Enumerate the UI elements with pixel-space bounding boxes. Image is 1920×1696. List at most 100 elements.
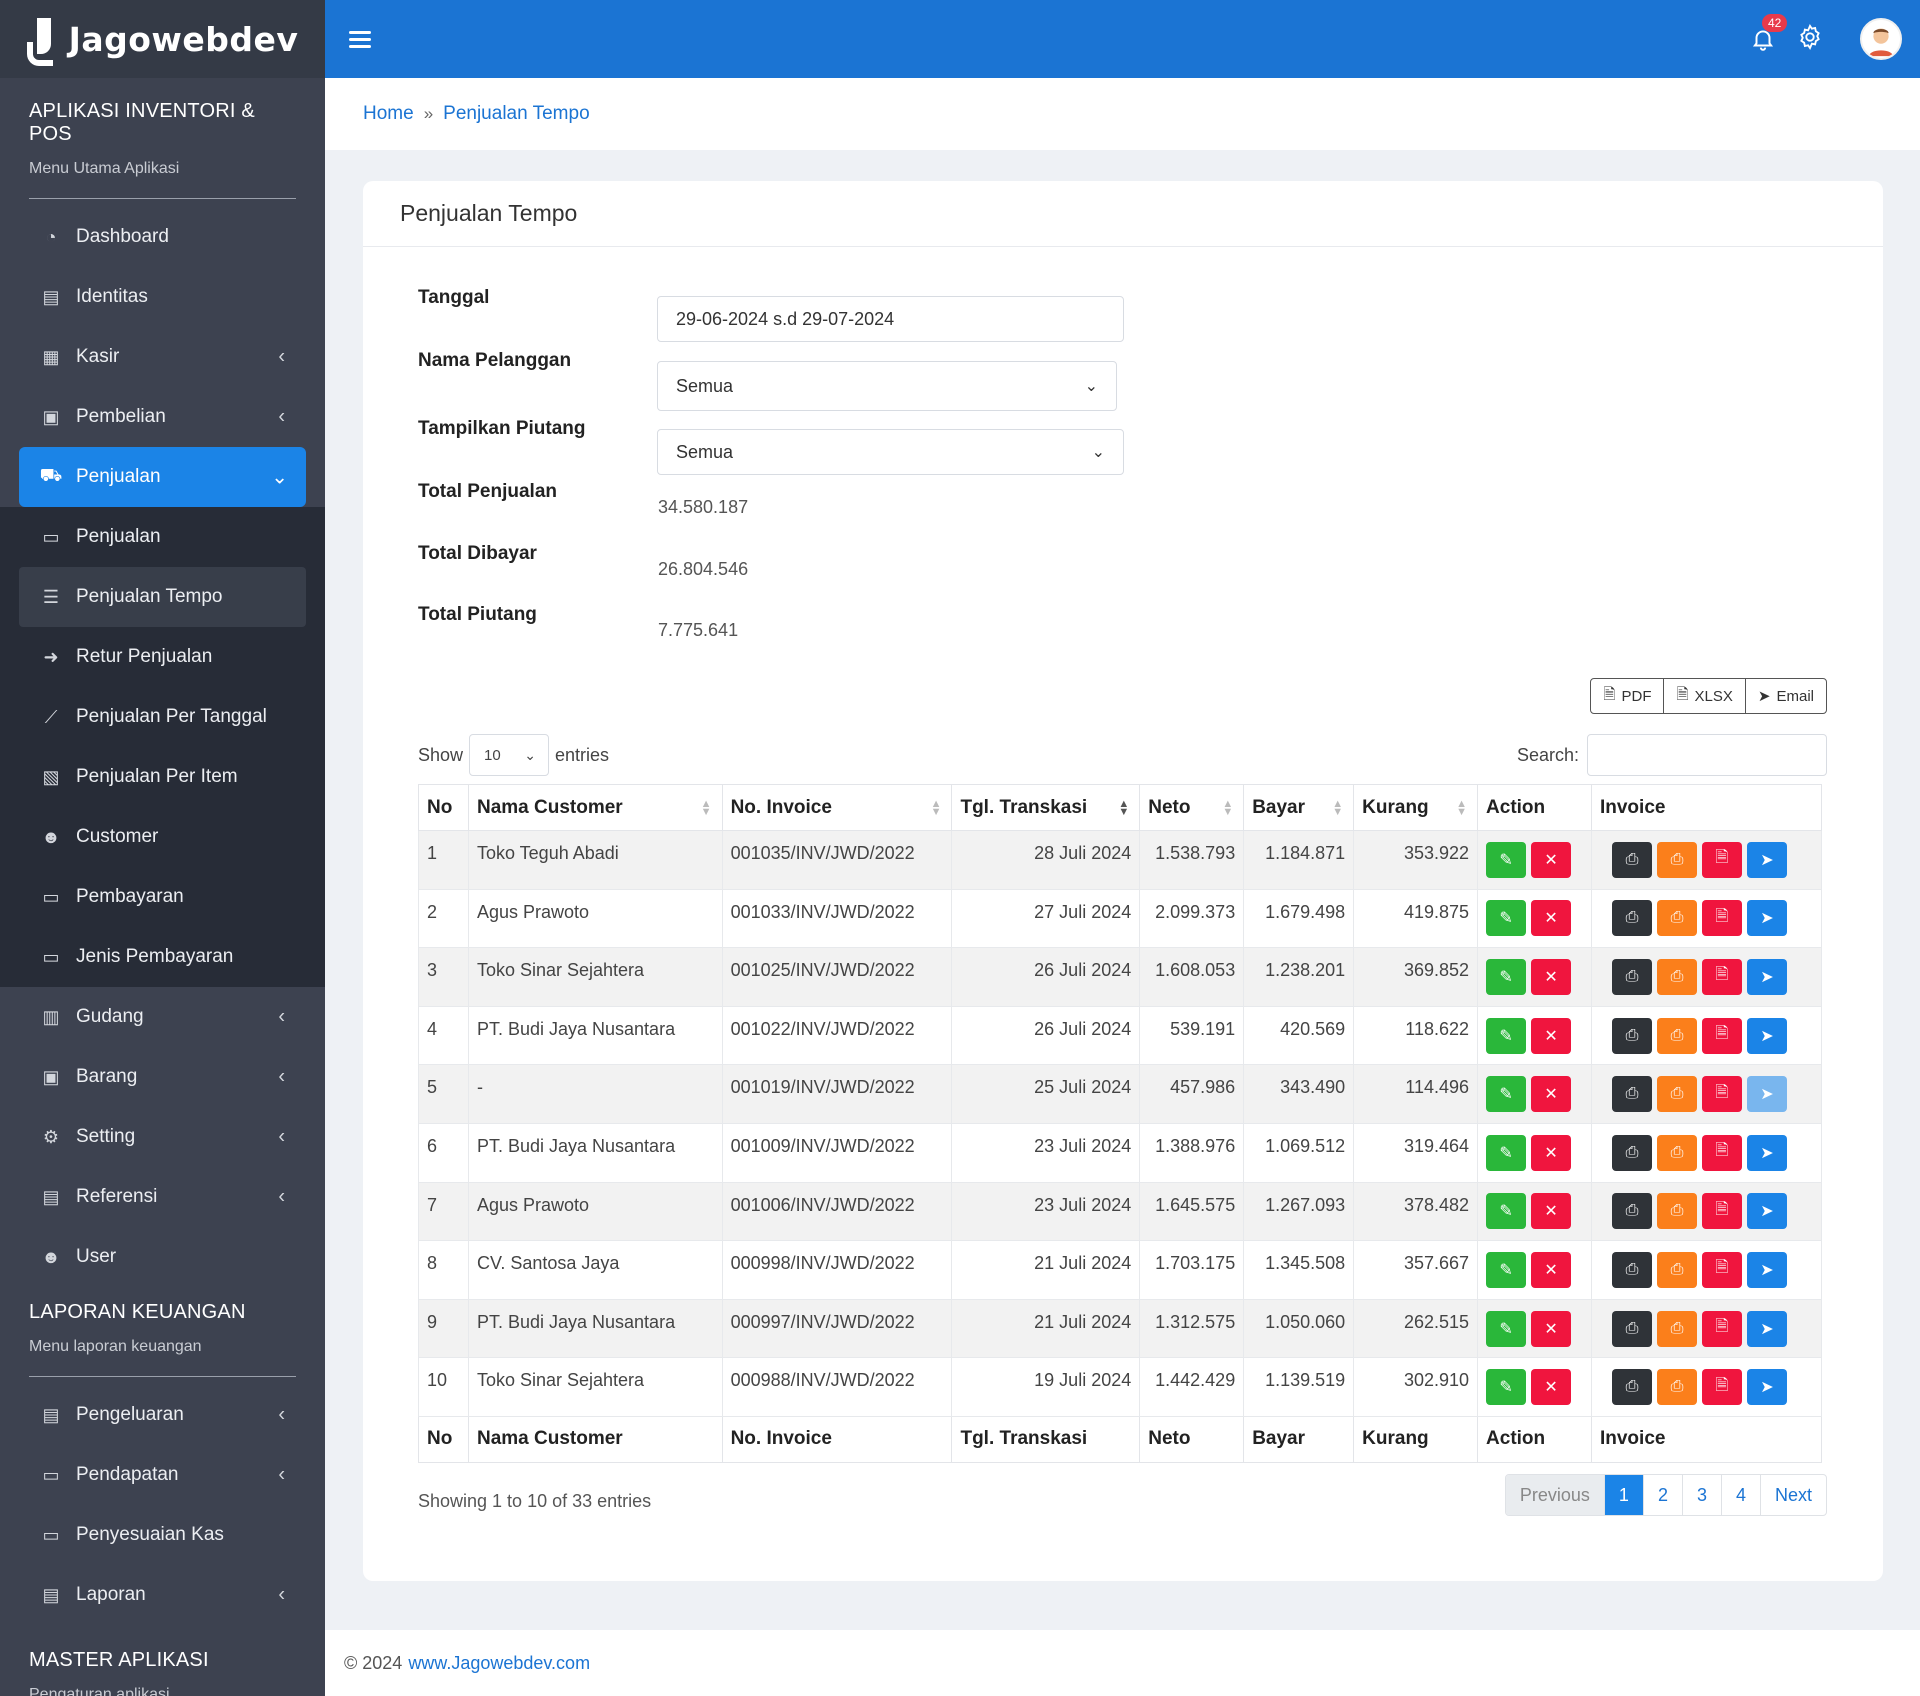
print-nota-button[interactable]: ⎙ [1656,1310,1697,1347]
settings-gear-icon[interactable] [1796,23,1824,56]
pdf-button[interactable]: 🗎 [1701,1369,1742,1406]
receivable-filter-select[interactable]: Semua ⌄ [657,429,1124,475]
send-email-button[interactable]: ➤ [1746,1251,1787,1288]
export-xlsx-button[interactable]: 🗎 XLSX [1664,679,1746,713]
menu-toggle-icon[interactable] [349,27,371,52]
pdf-button[interactable]: 🗎 [1701,1193,1742,1230]
delete-button[interactable]: ✕ [1531,1017,1572,1054]
edit-button[interactable]: ✎ [1486,958,1527,995]
print-button[interactable]: ⎙ [1611,1369,1652,1406]
sidebar-item-setting[interactable]: ⚙ Setting ‹ [0,1107,325,1167]
print-nota-button[interactable]: ⎙ [1656,1251,1697,1288]
print-button[interactable]: ⎙ [1611,841,1652,878]
delete-button[interactable]: ✕ [1531,1134,1572,1171]
pagination-previous[interactable]: Previous [1505,1475,1605,1515]
sidebar-item-user[interactable]: ☻ User [0,1227,325,1287]
delete-button[interactable]: ✕ [1531,1193,1572,1230]
pdf-button[interactable]: 🗎 [1701,1017,1742,1054]
pagination-page-3[interactable]: 3 [1683,1475,1722,1515]
print-nota-button[interactable]: ⎙ [1656,1193,1697,1230]
print-button[interactable]: ⎙ [1611,1251,1652,1288]
column-header-bayar[interactable]: Bayar ▲ ▼ [1243,784,1355,831]
sidebar-subitem-penjualan-per-item[interactable]: ▧ Penjualan Per Item [0,747,325,807]
date-range-input[interactable]: 29-06-2024 s.d 29-07-2024 [657,296,1124,342]
breadcrumb-home-link[interactable]: Home [363,103,414,124]
delete-button[interactable]: ✕ [1531,841,1572,878]
pdf-button[interactable]: 🗎 [1701,900,1742,937]
send-email-button[interactable]: ➤ [1746,841,1787,878]
sidebar-item-penyesuaian-kas[interactable]: ▭ Penyesuaian Kas [0,1505,325,1565]
column-header-neto[interactable]: Neto ▲ ▼ [1139,784,1245,831]
sidebar-item-pendapatan[interactable]: ▭ Pendapatan ‹ [0,1445,325,1505]
print-nota-button[interactable]: ⎙ [1656,1076,1697,1113]
pagination-next[interactable]: Next [1774,1484,1812,1505]
print-button[interactable]: ⎙ [1611,1017,1652,1054]
export-pdf-button[interactable]: 🗎 PDF [1591,679,1665,713]
send-email-button[interactable]: ➤ [1746,1369,1787,1406]
sidebar-item-laporan[interactable]: ▤ Laporan ‹ [0,1565,325,1625]
pdf-button[interactable]: 🗎 [1701,958,1742,995]
edit-button[interactable]: ✎ [1486,841,1527,878]
customer-select[interactable]: Semua ⌄ [657,361,1117,411]
print-button[interactable]: ⎙ [1611,958,1652,995]
sidebar-subitem-penjualan[interactable]: ▭ Penjualan [0,507,325,567]
delete-button[interactable]: ✕ [1531,958,1572,995]
edit-button[interactable]: ✎ [1486,1369,1527,1406]
edit-button[interactable]: ✎ [1486,1134,1527,1171]
breadcrumb-current-link[interactable]: Penjualan Tempo [443,103,590,124]
sidebar-item-identitas[interactable]: ▤ Identitas [0,267,325,327]
edit-button[interactable]: ✎ [1486,1251,1527,1288]
footer-link[interactable]: www.Jagowebdev.com [408,1652,591,1673]
column-header-no[interactable]: No [418,784,469,831]
pagination-page-1[interactable]: 1 [1604,1475,1644,1515]
print-button[interactable]: ⎙ [1611,1134,1652,1171]
delete-button[interactable]: ✕ [1531,1310,1572,1347]
send-email-button[interactable]: ➤ [1746,1017,1787,1054]
brand-logo[interactable]: Jagowebdev [0,0,325,78]
entries-per-page-select[interactable]: 10 ⌄ [469,734,550,776]
send-email-button[interactable]: ➤ [1746,900,1787,937]
print-nota-button[interactable]: ⎙ [1656,1134,1697,1171]
delete-button[interactable]: ✕ [1531,1076,1572,1113]
print-button[interactable]: ⎙ [1611,1310,1652,1347]
print-button[interactable]: ⎙ [1611,900,1652,937]
sidebar-subitem-retur-penjualan[interactable]: ➜ Retur Penjualan [0,627,325,687]
column-header-kurang[interactable]: Kurang ▲ ▼ [1353,784,1479,831]
print-button[interactable]: ⎙ [1611,1076,1652,1113]
export-email-button[interactable]: ➤ Email [1746,679,1826,713]
sidebar-item-pengeluaran[interactable]: ▤ Pengeluaran ‹ [0,1385,325,1445]
sidebar-subitem-penjualan-tempo[interactable]: ☰ Penjualan Tempo [19,567,306,627]
sidebar-subitem-penjualan-per-tanggal[interactable]: ⟋ Penjualan Per Tanggal [0,687,325,747]
pagination-page-4[interactable]: 4 [1722,1475,1761,1515]
delete-button[interactable]: ✕ [1531,900,1572,937]
edit-button[interactable]: ✎ [1486,1076,1527,1113]
pdf-button[interactable]: 🗎 [1701,1251,1742,1288]
print-nota-button[interactable]: ⎙ [1656,900,1697,937]
sidebar-item-penjualan[interactable]: ⛟ Penjualan ⌄ [19,447,306,507]
delete-button[interactable]: ✕ [1531,1369,1572,1406]
send-email-button[interactable]: ➤ [1746,1076,1787,1113]
sidebar-item-barang[interactable]: ▣ Barang ‹ [0,1047,325,1107]
pdf-button[interactable]: 🗎 [1701,1076,1742,1113]
print-nota-button[interactable]: ⎙ [1656,841,1697,878]
print-nota-button[interactable]: ⎙ [1656,958,1697,995]
search-input[interactable] [1587,734,1827,776]
sidebar-item-pembelian[interactable]: ▣ Pembelian ‹ [0,387,325,447]
sidebar-item-kasir[interactable]: ▦ Kasir ‹ [0,327,325,387]
sidebar-subitem-customer[interactable]: ☻ Customer [0,807,325,867]
pdf-button[interactable]: 🗎 [1701,1134,1742,1171]
print-button[interactable]: ⎙ [1611,1193,1652,1230]
edit-button[interactable]: ✎ [1486,1017,1527,1054]
notification-bell-icon[interactable]: 42 [1750,14,1788,52]
pdf-button[interactable]: 🗎 [1701,841,1742,878]
edit-button[interactable]: ✎ [1486,1193,1527,1230]
sidebar-subitem-pembayaran[interactable]: ▭ Pembayaran [0,867,325,927]
sidebar-item-gudang[interactable]: ▥ Gudang ‹ [0,987,325,1047]
column-header-date[interactable]: Tgl. Transkasi ▲ ▼ [951,784,1141,831]
print-nota-button[interactable]: ⎙ [1656,1369,1697,1406]
user-avatar[interactable] [1860,18,1902,60]
send-email-button[interactable]: ➤ [1746,1193,1787,1230]
send-email-button[interactable]: ➤ [1746,1134,1787,1171]
sidebar-subitem-jenis-pembayaran[interactable]: ▭ Jenis Pembayaran [0,927,325,987]
delete-button[interactable]: ✕ [1531,1251,1572,1288]
